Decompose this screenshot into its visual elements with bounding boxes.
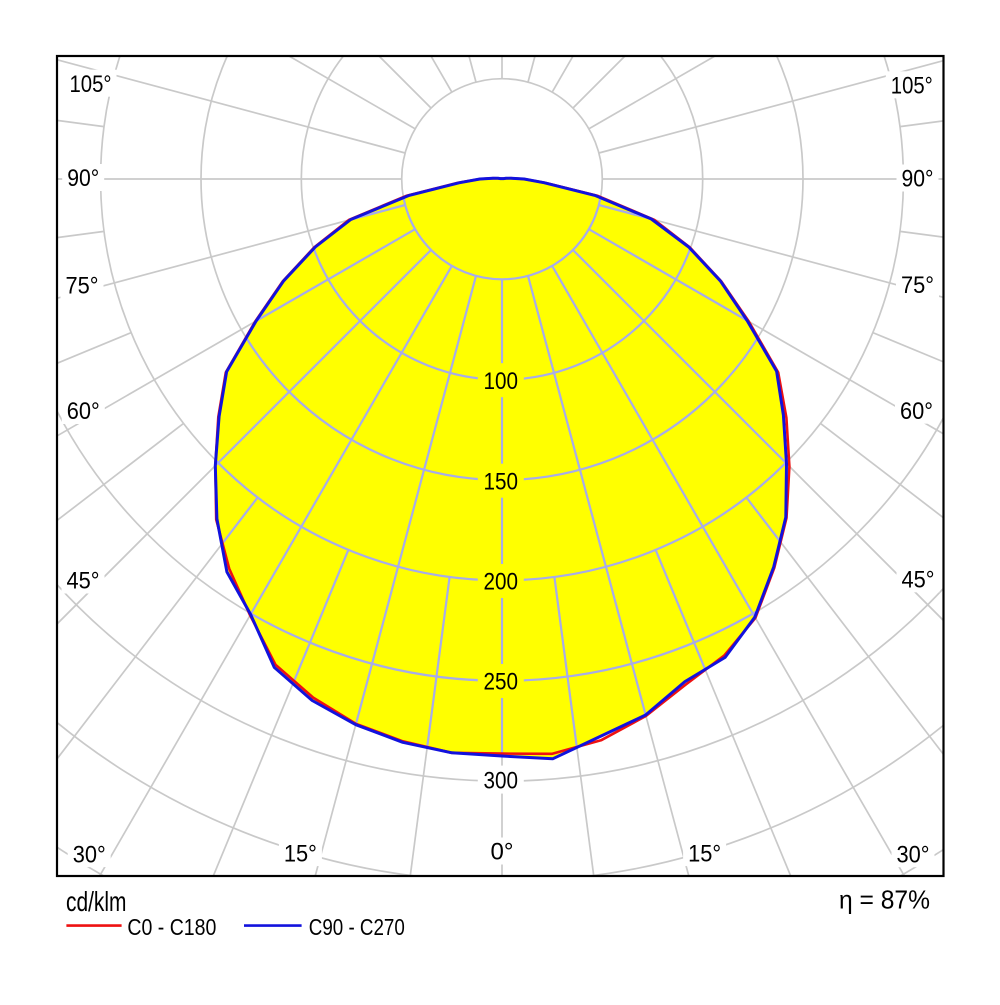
svg-text:300: 300: [484, 767, 519, 794]
svg-text:45°: 45°: [67, 568, 100, 595]
svg-text:15°: 15°: [688, 840, 721, 867]
svg-text:60°: 60°: [67, 398, 100, 425]
svg-text:45°: 45°: [902, 567, 935, 594]
svg-text:105°: 105°: [891, 73, 933, 100]
svg-text:105°: 105°: [70, 71, 112, 98]
svg-text:60°: 60°: [900, 398, 933, 425]
svg-text:75°: 75°: [66, 273, 99, 300]
svg-text:C0 - C180: C0 - C180: [127, 914, 216, 940]
svg-text:150: 150: [484, 468, 519, 495]
svg-text:250: 250: [484, 669, 519, 696]
svg-text:30°: 30°: [897, 841, 930, 868]
svg-text:200: 200: [484, 569, 519, 596]
svg-text:cd/klm: cd/klm: [66, 886, 127, 917]
svg-text:100: 100: [484, 368, 519, 395]
svg-text:C90 - C270: C90 - C270: [309, 914, 405, 940]
svg-text:30°: 30°: [73, 841, 106, 868]
svg-text:75°: 75°: [901, 272, 934, 299]
svg-text:90°: 90°: [67, 165, 99, 192]
svg-text:η = 87%: η = 87%: [839, 885, 930, 915]
svg-text:15°: 15°: [284, 840, 317, 867]
svg-text:0°: 0°: [491, 839, 514, 866]
svg-text:90°: 90°: [902, 166, 934, 193]
